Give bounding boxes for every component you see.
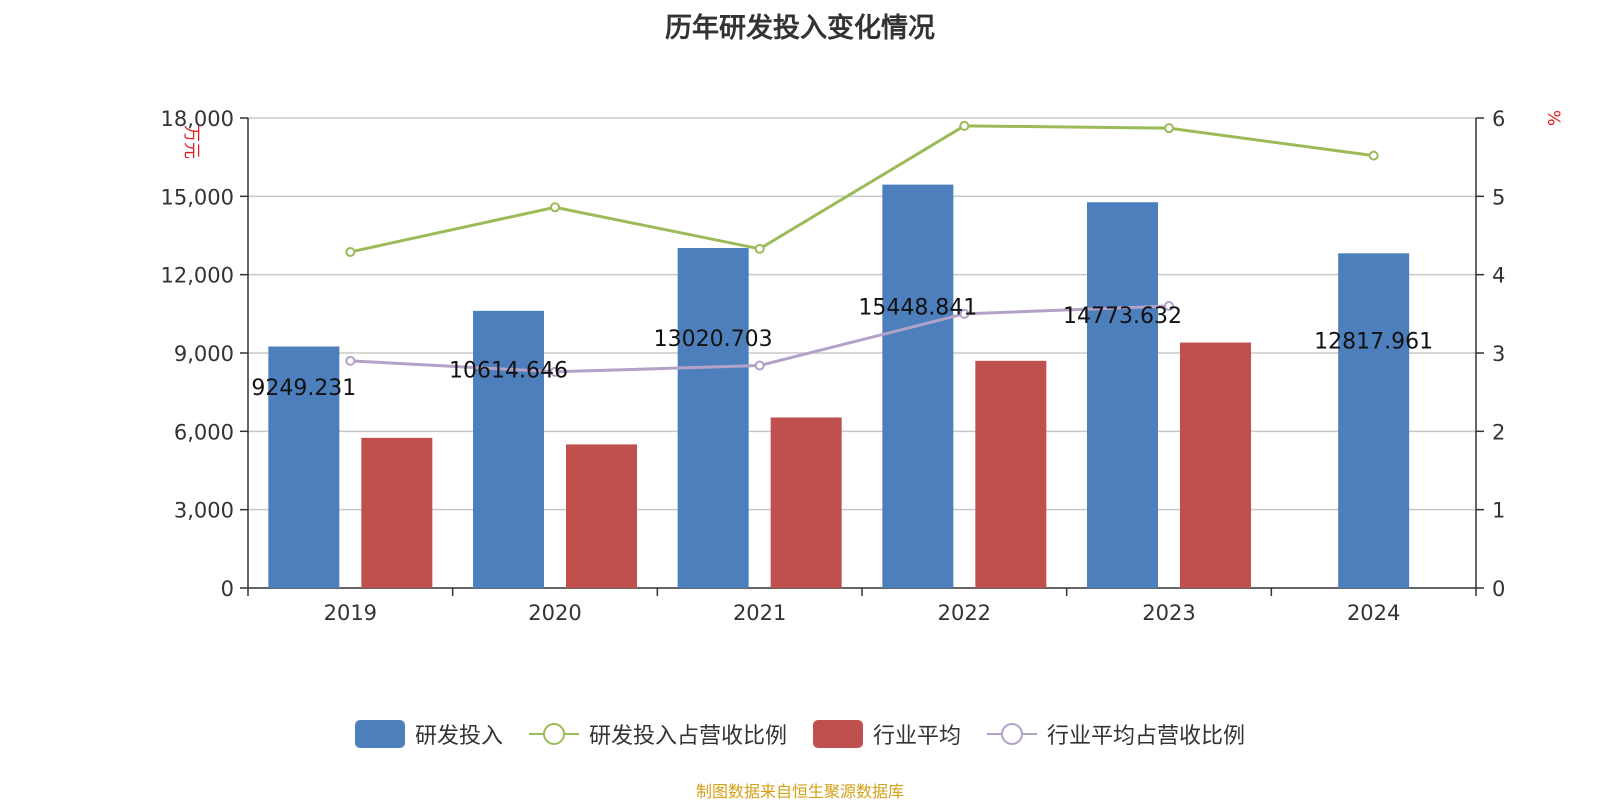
point-industry-ratio (345, 355, 356, 366)
legend-swatch-rd-investment (354, 720, 405, 748)
x-tick-label: 2023 (1142, 601, 1195, 625)
y-right-tick-label: 5 (1492, 185, 1505, 209)
bar-industry-average (1180, 342, 1251, 588)
x-tick-label: 2022 (938, 601, 991, 625)
y-left-tick-label: 6,000 (174, 420, 234, 444)
point-rd-ratio (754, 243, 765, 254)
point-rd-ratio (550, 202, 560, 213)
legend: 研发投入 研发投入占营收比例 行业平均 行业平均占营收比例 (0, 718, 1600, 750)
bar-industry-average (975, 360, 1047, 588)
legend-item-rd-ratio[interactable]: 研发投入占营收比例 (528, 718, 787, 750)
legend-swatch-rd-ratio (528, 723, 579, 745)
legend-swatch-industry-average (813, 720, 863, 748)
legend-item-industry-ratio[interactable]: 行业平均占营收比例 (987, 718, 1245, 750)
data-label-rd-investment: 13020.703 (654, 327, 773, 352)
bar-rd-investment (268, 346, 340, 588)
point-rd-ratio (1164, 123, 1174, 134)
y-left-tick-label: 15,000 (161, 185, 234, 209)
legend-item-rd-investment[interactable]: 研发投入 (354, 718, 503, 750)
point-rd-ratio (959, 120, 970, 131)
x-tick-label: 2020 (528, 601, 581, 625)
legend-label-industry-average: 行业平均 (873, 724, 962, 749)
data-label-rd-investment: 15448.841 (858, 295, 977, 320)
y-left-tick-label: 18,000 (161, 107, 234, 131)
bar-rd-investment (1338, 253, 1410, 589)
y-left-tick-label: 3,000 (174, 499, 234, 523)
x-tick-label: 2021 (733, 601, 786, 625)
y-right-tick-label: 6 (1492, 107, 1505, 131)
data-label-rd-investment: 12817.961 (1314, 330, 1433, 355)
bar-industry-average (566, 444, 637, 588)
y-right-tick-label: 1 (1492, 499, 1505, 523)
legend-swatch-industry-ratio (987, 723, 1038, 745)
point-industry-ratio (754, 360, 765, 371)
legend-label-industry-ratio: 行业平均占营收比例 (1047, 724, 1246, 749)
point-industry-ratio (1164, 301, 1174, 311)
bar-rd-investment (882, 184, 954, 589)
bar-rd-investment (1087, 202, 1158, 588)
x-tick-label: 2019 (324, 601, 377, 625)
source-note: 制图数据来自恒生聚源数据库 (695, 782, 904, 801)
y-right-tick-label: 2 (1492, 420, 1505, 444)
point-industry-ratio (959, 308, 970, 319)
bar-rd-investment (473, 310, 544, 588)
bar-industry-average (770, 417, 842, 588)
y-left-tick-label: 9,000 (174, 342, 234, 366)
chart-title: 历年研发投入变化情况 (665, 13, 935, 44)
y-right-tick-label: 3 (1492, 342, 1505, 366)
legend-item-industry-average[interactable]: 行业平均 (813, 718, 961, 750)
line-rd-ratio (350, 124, 1374, 254)
y-left-tick-label: 12,000 (161, 264, 234, 288)
y-left-tick-label: 0 (221, 577, 234, 601)
y-right-tick-label: 0 (1492, 577, 1505, 601)
y-left-axis-label: 万元 (181, 125, 201, 159)
data-label-rd-investment: 9249.231 (251, 376, 356, 401)
bar-rd-investment (677, 248, 749, 588)
data-label-rd-investment: 10614.646 (449, 358, 568, 383)
legend-label-rd-ratio: 研发投入占营收比例 (588, 724, 787, 749)
point-industry-ratio (550, 366, 560, 377)
point-rd-ratio (345, 246, 356, 257)
bar-industry-average (361, 437, 433, 588)
point-rd-ratio (1368, 150, 1379, 161)
y-right-axis-label: % (1543, 110, 1563, 126)
y-right-tick-label: 4 (1492, 264, 1505, 288)
x-tick-label: 2024 (1347, 601, 1400, 625)
data-label-rd-investment: 14773.632 (1063, 304, 1182, 329)
legend-label-rd-investment: 研发投入 (414, 724, 503, 749)
